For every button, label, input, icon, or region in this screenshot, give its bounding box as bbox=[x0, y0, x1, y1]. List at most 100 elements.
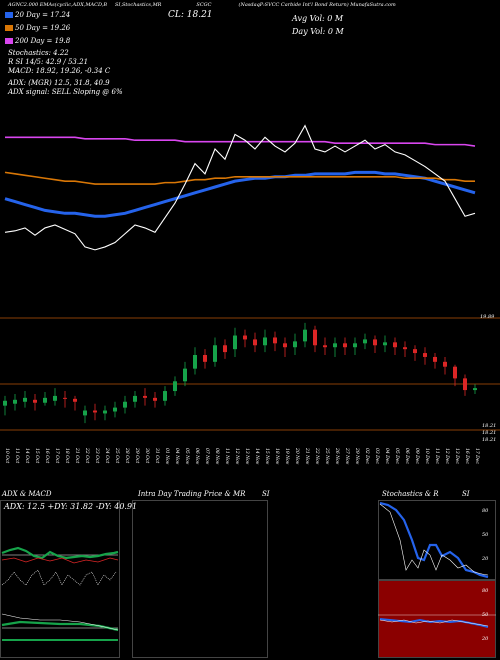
avg-vol: Avg Vol: 0 M bbox=[292, 14, 344, 23]
candle bbox=[393, 337, 397, 356]
candle bbox=[163, 386, 167, 406]
candle bbox=[473, 384, 477, 394]
candle bbox=[423, 347, 427, 365]
date-tick-label: 20 Nov bbox=[294, 447, 300, 465]
date-tick-label: 13 Dec bbox=[454, 448, 460, 464]
adx-panel-title: ADX & MACD bbox=[2, 490, 52, 498]
candle bbox=[133, 391, 137, 408]
ema20-line bbox=[4, 170, 476, 218]
candle bbox=[303, 322, 307, 348]
date-tick-label: 02 Dec bbox=[364, 448, 370, 464]
date-tick-label: 04 Dec bbox=[384, 448, 390, 464]
date-tick-label: 16 Oct bbox=[44, 448, 50, 463]
ema200-label: 200 Day = 19.8 bbox=[15, 37, 71, 45]
date-tick-label: 12 Nov bbox=[234, 448, 240, 465]
date-tick-label: 09 Dec bbox=[414, 448, 420, 464]
date-tick-label: 12 Dec bbox=[444, 448, 450, 464]
stoch-panel-title: Stochastics & R bbox=[382, 490, 439, 498]
date-tick-label: 04 Nov bbox=[174, 448, 180, 465]
date-tick-label: 11 Nov bbox=[224, 448, 230, 465]
candle bbox=[213, 337, 217, 367]
date-tick-label: 01 Nov bbox=[164, 448, 170, 465]
candle bbox=[23, 391, 27, 408]
candle bbox=[43, 392, 47, 406]
candle bbox=[443, 356, 447, 375]
adx-value: ADX: (MGR) 12.5, 31.8, 40.9 bbox=[8, 79, 110, 87]
candle bbox=[313, 325, 317, 353]
date-tick-label: 29 Oct bbox=[134, 447, 140, 463]
ema200-line bbox=[5, 136, 476, 147]
candle bbox=[383, 335, 387, 353]
date-tick-label: 22 Nov bbox=[314, 447, 320, 465]
candle bbox=[93, 403, 97, 421]
header-ticker: SCGC bbox=[196, 2, 212, 8]
candle bbox=[273, 331, 277, 352]
axis-low-label-1: 18.21 bbox=[482, 423, 497, 429]
rsi-panel bbox=[378, 580, 496, 658]
date-tick-label: 21 Nov bbox=[304, 447, 310, 465]
adx-panel-values: ADX: 12.5 +DY: 31.82 -DY: 40.91 bbox=[4, 502, 138, 511]
date-tick-label: 18 Oct bbox=[64, 448, 70, 463]
candle bbox=[433, 353, 437, 369]
candle bbox=[53, 388, 57, 406]
candle bbox=[463, 374, 467, 396]
date-tick-label: 16 Dec bbox=[464, 448, 470, 464]
axis-low-label-2: 18.21 bbox=[482, 430, 497, 436]
date-tick-label: 15 Oct bbox=[34, 448, 40, 463]
axis-top-label: 19.89 bbox=[480, 314, 495, 320]
rsi-tick-50: 50 bbox=[482, 612, 489, 618]
day-vol: Day Vol: 0 M bbox=[292, 27, 344, 36]
stoch-panel-si: SI bbox=[462, 490, 470, 498]
candle bbox=[203, 349, 207, 369]
date-tick-label: 11 Dec bbox=[434, 448, 440, 464]
date-tick-label: 14 Nov bbox=[254, 448, 260, 465]
ema20-swatch bbox=[5, 12, 13, 18]
date-tick-label: 26 Nov bbox=[334, 447, 340, 465]
date-tick-label: 05 Nov bbox=[184, 448, 190, 465]
rsi-value: R SI 14/5: 42.9 / 53.21 bbox=[8, 58, 89, 66]
candle bbox=[33, 393, 37, 411]
ema50-swatch bbox=[5, 25, 13, 31]
candle bbox=[63, 391, 67, 408]
header-source: (NasdaqP:SVCC Carbide Int'l Bond Return)… bbox=[238, 2, 396, 8]
header-line1: AGNC2.000 EMAs(cyclic,ADX,MACD,B SI,Stoc… bbox=[8, 2, 498, 8]
candle bbox=[363, 333, 367, 350]
candle bbox=[123, 395, 127, 414]
stoch-tick-80: 80 bbox=[482, 508, 489, 514]
ema20-label: 20 Day = 17.24 bbox=[15, 11, 71, 19]
stoch-tick-20: 20 bbox=[482, 556, 489, 562]
date-tick-label: 15 Nov bbox=[264, 448, 270, 465]
date-tick-label: 31 Oct bbox=[154, 448, 160, 463]
stoch-value: Stochastics: 4.22 bbox=[8, 49, 69, 57]
candle bbox=[3, 395, 7, 416]
candle bbox=[13, 393, 17, 411]
ema50-label: 50 Day = 19.26 bbox=[15, 24, 71, 32]
date-tick-label: 08 Nov bbox=[214, 448, 220, 465]
candle bbox=[243, 329, 247, 348]
axis-low-label-3: 18.21 bbox=[482, 437, 497, 443]
stoch-tick-50: 50 bbox=[482, 532, 489, 538]
date-tick-label: 11 Oct bbox=[14, 448, 20, 463]
date-tick-label: 10 Dec bbox=[424, 448, 430, 464]
rsi-tick-80: 80 bbox=[482, 588, 489, 594]
candle bbox=[73, 395, 77, 411]
candle bbox=[403, 341, 407, 357]
date-tick-label: 25 Oct bbox=[114, 447, 120, 463]
candle bbox=[103, 405, 107, 421]
date-tick-label: 29 Nov bbox=[354, 447, 360, 465]
macd-value: MACD: 18.92, 19.26, -0.34 C bbox=[8, 67, 111, 75]
intraday-panel-si: SI bbox=[262, 490, 270, 498]
candle bbox=[323, 337, 327, 356]
candle bbox=[223, 339, 227, 359]
date-tick-label: 17 Oct bbox=[54, 448, 60, 463]
close-label: CL: 18.21 bbox=[168, 10, 213, 20]
rsi-tick-20: 20 bbox=[482, 636, 489, 642]
adx-signal: ADX signal: SELL Sloping @ 6% bbox=[8, 88, 123, 96]
candle bbox=[333, 337, 337, 357]
date-tick-label: 06 Dec bbox=[404, 448, 410, 464]
ema50-line bbox=[4, 171, 475, 185]
candle bbox=[353, 337, 357, 356]
candle bbox=[193, 347, 197, 375]
ema200-swatch bbox=[5, 38, 13, 44]
candle bbox=[293, 333, 297, 356]
